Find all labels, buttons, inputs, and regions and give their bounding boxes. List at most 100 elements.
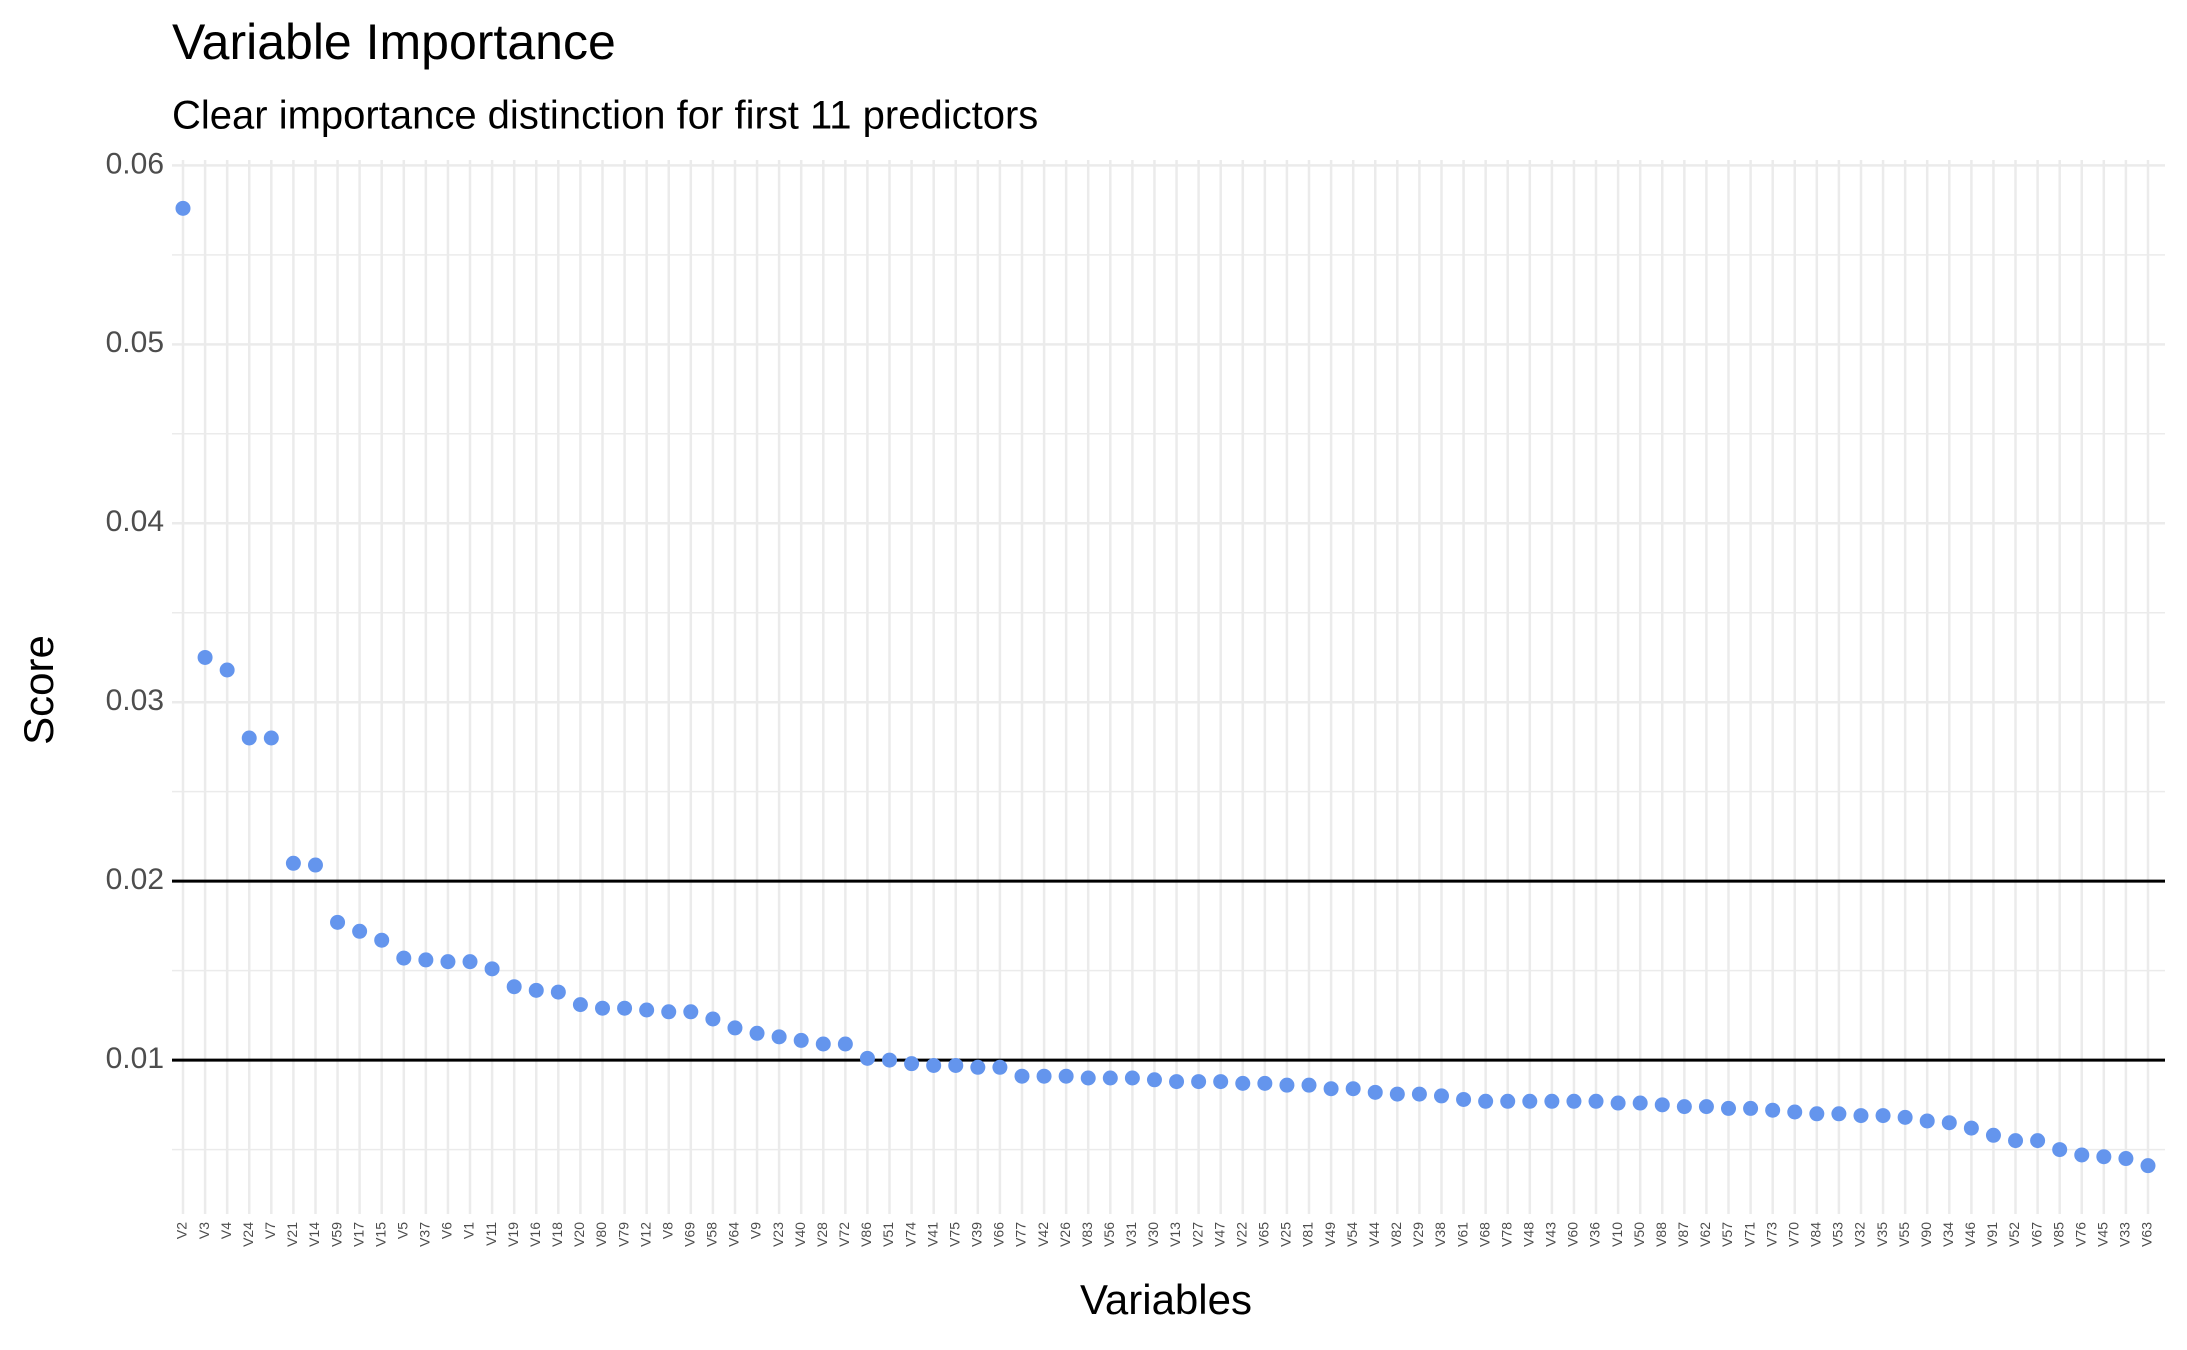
x-tick-label: V23 — [770, 1222, 786, 1247]
x-tick-label: V11 — [483, 1222, 499, 1246]
point — [263, 730, 279, 746]
point — [1853, 1108, 1869, 1124]
point — [1169, 1074, 1185, 1090]
point — [2140, 1158, 2156, 1174]
x-tick-label: V18 — [549, 1222, 565, 1247]
point — [793, 1032, 809, 1048]
x-tick-label: V2 — [174, 1222, 190, 1239]
x-tick-label: V21 — [284, 1222, 300, 1247]
point — [1124, 1070, 1140, 1086]
point — [1411, 1086, 1427, 1102]
x-tick-label: V70 — [1785, 1222, 1801, 1247]
point — [727, 1020, 743, 1036]
x-tick-label: V63 — [2139, 1222, 2155, 1247]
point — [440, 954, 456, 970]
x-tick-label: V40 — [792, 1222, 808, 1247]
x-tick-label: V50 — [1631, 1222, 1647, 1247]
x-tick-label: V55 — [1896, 1222, 1912, 1247]
point — [1478, 1093, 1494, 1109]
point — [1787, 1104, 1803, 1120]
point — [992, 1059, 1008, 1075]
x-tick-label: V80 — [593, 1222, 609, 1247]
point — [749, 1025, 765, 1041]
point — [1831, 1106, 1847, 1122]
x-tick-label: V4 — [218, 1222, 234, 1239]
x-tick-label: V60 — [1565, 1222, 1581, 1247]
x-tick-label: V29 — [1410, 1222, 1426, 1247]
point — [1676, 1099, 1692, 1115]
point — [859, 1050, 875, 1066]
point — [484, 961, 500, 977]
point — [1875, 1108, 1891, 1124]
x-tick-label: V82 — [1388, 1222, 1404, 1247]
point — [418, 952, 434, 968]
point — [837, 1036, 853, 1052]
x-tick-label: V10 — [1609, 1222, 1625, 1247]
x-tick-label: V59 — [328, 1222, 344, 1247]
point — [374, 932, 390, 948]
x-tick-label: V22 — [1233, 1222, 1249, 1247]
point — [1235, 1075, 1251, 1091]
point — [1610, 1095, 1626, 1111]
x-tick-label: V81 — [1300, 1222, 1316, 1247]
x-tick-label: V64 — [726, 1222, 742, 1247]
x-tick-label: V33 — [2117, 1222, 2133, 1247]
point — [1213, 1074, 1229, 1090]
x-tick-label: V36 — [1587, 1222, 1603, 1247]
point — [639, 1002, 655, 1018]
x-tick-label: V53 — [1830, 1222, 1846, 1247]
x-tick-label: V1 — [461, 1222, 477, 1239]
point — [1433, 1088, 1449, 1104]
y-tick-label: 0.02 — [106, 863, 164, 896]
point — [528, 982, 544, 998]
y-axis-title: Score — [15, 635, 62, 745]
point — [1963, 1120, 1979, 1136]
point — [572, 997, 588, 1013]
x-tick-label: V56 — [1101, 1222, 1117, 1247]
point — [1500, 1093, 1516, 1109]
point — [1654, 1097, 1670, 1113]
x-tick-label: V31 — [1123, 1222, 1139, 1247]
point — [1522, 1093, 1538, 1109]
chart-title: Variable Importance — [172, 14, 616, 70]
x-tick-label: V12 — [637, 1222, 653, 1247]
point — [1323, 1081, 1339, 1097]
point — [2052, 1142, 2068, 1158]
x-tick-label: V41 — [924, 1222, 940, 1247]
point — [1566, 1093, 1582, 1109]
x-tick-label: V72 — [836, 1222, 852, 1247]
point — [330, 914, 346, 930]
x-tick-label: V79 — [615, 1222, 631, 1247]
y-tick-label: 0.05 — [106, 326, 164, 359]
point — [1389, 1086, 1405, 1102]
x-tick-label: V7 — [262, 1222, 278, 1239]
x-tick-label: V49 — [1322, 1222, 1338, 1247]
x-tick-label: V42 — [1035, 1222, 1051, 1247]
x-tick-label: V20 — [571, 1222, 587, 1247]
x-tick-label: V76 — [2072, 1222, 2088, 1247]
point — [1036, 1068, 1052, 1084]
x-tick-label: V26 — [1057, 1222, 1073, 1247]
point — [1588, 1093, 1604, 1109]
point — [506, 979, 522, 995]
x-tick-label: V90 — [1918, 1222, 1934, 1247]
point — [815, 1036, 831, 1052]
point — [1058, 1068, 1074, 1084]
point — [2118, 1151, 2134, 1167]
point — [241, 730, 257, 746]
point — [617, 1000, 633, 1016]
x-tick-label: V5 — [394, 1222, 410, 1239]
point — [705, 1011, 721, 1027]
point — [970, 1059, 986, 1075]
point — [1080, 1070, 1096, 1086]
x-tick-label: V30 — [1145, 1222, 1161, 1247]
x-tick-label: V39 — [969, 1222, 985, 1247]
point — [1765, 1102, 1781, 1118]
point — [1721, 1100, 1737, 1116]
x-tick-label: V43 — [1543, 1222, 1559, 1247]
point — [926, 1057, 942, 1073]
x-tick-label: V51 — [880, 1222, 896, 1247]
point — [1897, 1109, 1913, 1125]
x-tick-label: V9 — [748, 1222, 764, 1239]
